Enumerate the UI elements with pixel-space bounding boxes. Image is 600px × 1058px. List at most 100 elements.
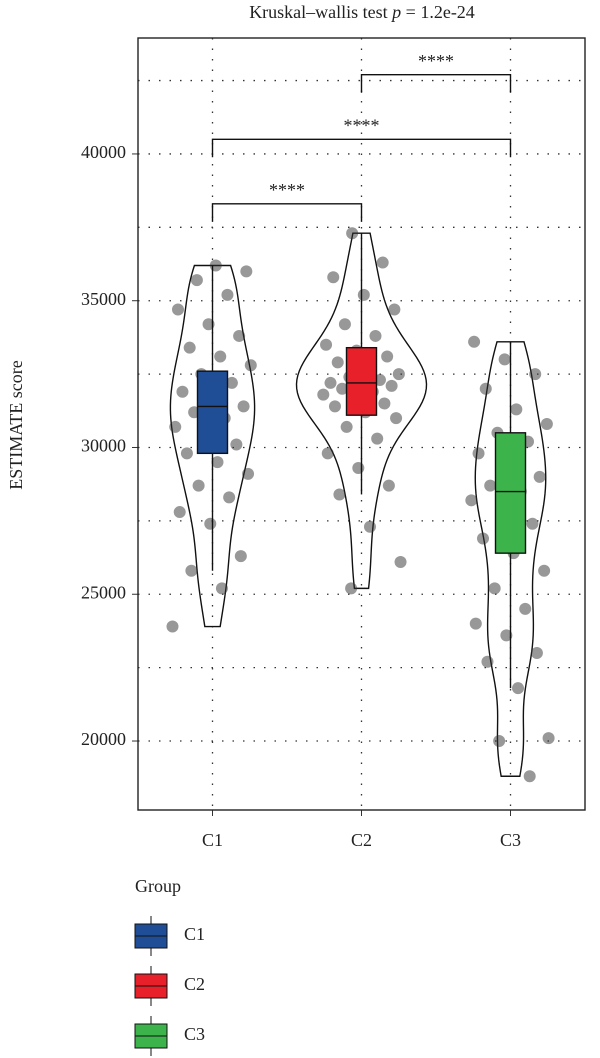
jitter-point	[320, 338, 333, 351]
box	[196, 370, 229, 455]
y-tick-label: 35000	[81, 289, 126, 309]
jitter-point	[484, 479, 497, 492]
x-tick-label: C2	[351, 830, 372, 850]
title-value: = 1.2e-24	[406, 2, 475, 22]
jitter-point	[376, 256, 389, 269]
y-tick-label: 25000	[81, 582, 126, 602]
jitter-point	[392, 368, 405, 381]
jitter-point	[223, 491, 236, 504]
jitter-point	[317, 388, 330, 401]
jitter-point	[542, 732, 555, 745]
plot-border	[137, 37, 586, 811]
jitter-point	[240, 265, 253, 278]
jitter-point	[225, 376, 238, 389]
jitter-point	[479, 382, 492, 395]
significance-label: ****	[418, 51, 454, 71]
jitter-point	[192, 479, 205, 492]
jitter-point	[242, 467, 255, 480]
jitter-point	[327, 271, 340, 284]
jitter-point	[209, 259, 222, 272]
jitter-point	[493, 735, 506, 748]
title-text: Kruskal–wallis test	[249, 2, 387, 22]
jitter-point	[388, 303, 401, 316]
chart-title: Kruskal–wallis test p = 1.2e-24	[249, 2, 475, 22]
jitter-point	[352, 462, 365, 475]
jitter-point	[530, 646, 543, 659]
jitter-point	[477, 532, 490, 545]
jitter-point	[346, 227, 359, 240]
jitter-point	[333, 488, 346, 501]
jitter-point	[468, 335, 481, 348]
jitter-point	[340, 420, 353, 433]
jitter-point	[169, 420, 182, 433]
jitter-point	[385, 379, 398, 392]
jitter-point	[183, 341, 196, 354]
jitter-point	[533, 470, 546, 483]
box	[345, 346, 378, 416]
violin	[474, 341, 547, 777]
y-tick-label: 20000	[81, 729, 126, 749]
jitter-point	[244, 359, 257, 372]
significance-bracket	[211, 138, 512, 158]
jitter-point	[173, 506, 186, 519]
legend-title: Group	[135, 876, 181, 896]
jitter-point	[369, 329, 382, 342]
jitter-point	[371, 432, 384, 445]
jitter-point	[230, 438, 243, 451]
x-tick-label: C3	[500, 830, 521, 850]
jitter-point	[221, 288, 234, 301]
jitter-point	[469, 617, 482, 630]
jitter-point	[529, 368, 542, 381]
jitter-point	[540, 418, 553, 430]
box	[494, 432, 527, 554]
jitter-point	[472, 447, 485, 460]
jitter-point	[176, 385, 189, 398]
jitter-point	[215, 582, 228, 595]
jitter-point	[345, 582, 358, 595]
jitter-point	[233, 329, 246, 342]
jitter-point	[512, 682, 525, 695]
jitter-point	[357, 288, 370, 301]
jitter-point	[363, 520, 376, 533]
jitter-point	[172, 303, 185, 316]
jitter-point	[465, 494, 478, 507]
jitter-point	[500, 629, 513, 642]
jitter-point	[234, 550, 247, 563]
y-tick-label: 30000	[81, 436, 126, 456]
jitter-point	[481, 655, 494, 668]
jitter-point	[321, 447, 334, 460]
jitter-point	[166, 620, 179, 633]
jitter-point	[190, 274, 203, 287]
jitter-point	[526, 517, 539, 530]
significance-bracket	[360, 73, 512, 93]
jitter-point	[394, 555, 407, 568]
jitter-point	[510, 403, 523, 416]
jitter-point	[538, 564, 551, 577]
jitter-point	[185, 564, 198, 577]
legend-label: C2	[184, 974, 205, 994]
jitter-point	[214, 350, 227, 363]
jitter-point	[488, 582, 501, 595]
legend-label: C1	[184, 924, 205, 944]
significance-label: ****	[344, 115, 380, 135]
jitter-point	[381, 350, 394, 363]
jitter-point	[180, 447, 193, 460]
y-tick-label: 40000	[81, 142, 126, 162]
jitter-point	[378, 397, 391, 410]
jitter-point	[382, 479, 395, 492]
violin	[169, 264, 256, 628]
significance-label: ****	[269, 180, 305, 200]
jitter-point	[328, 400, 341, 413]
jitter-point	[336, 382, 349, 395]
jitter-point	[338, 318, 351, 331]
jitter-point	[324, 376, 337, 389]
jitter-point	[523, 770, 536, 783]
jitter-point	[331, 356, 344, 369]
legend-label: C3	[184, 1024, 205, 1044]
jitter-point	[202, 318, 215, 331]
jitter-point	[211, 456, 224, 469]
x-tick-label: C1	[202, 830, 223, 850]
jitter-point	[237, 400, 250, 413]
jitter-point	[204, 517, 217, 530]
